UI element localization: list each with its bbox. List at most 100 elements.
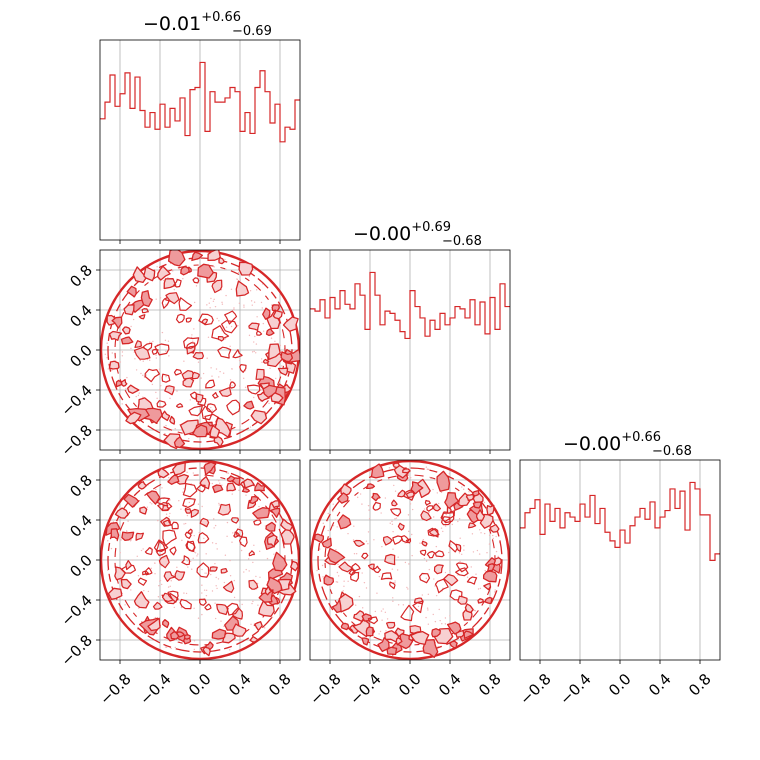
title-median: −0.01 — [143, 13, 201, 35]
sample-point — [156, 397, 158, 400]
contour-island — [185, 317, 192, 323]
contour-island — [125, 411, 142, 425]
row2-col1-x-tick-label: −0.8 — [306, 670, 344, 708]
contour-island — [120, 578, 132, 590]
sample-point — [411, 508, 414, 511]
sample-point — [334, 519, 337, 521]
contour-island — [282, 316, 299, 332]
contour-island — [431, 628, 441, 638]
histogram-bin — [210, 92, 215, 240]
sample-point — [444, 525, 447, 527]
histogram-bin — [150, 113, 155, 240]
contour-island — [133, 346, 151, 360]
contour-island — [115, 379, 123, 388]
sample-point — [215, 368, 218, 370]
sample-point — [233, 579, 236, 582]
sample-point — [239, 544, 241, 547]
contour-island — [226, 482, 237, 492]
sample-point — [479, 587, 482, 590]
histogram-bin — [690, 482, 695, 660]
sample-point — [408, 530, 410, 533]
sample-point — [478, 553, 481, 555]
sample-point — [170, 580, 172, 582]
sample-point — [494, 591, 496, 593]
sample-point — [439, 619, 441, 622]
sample-point — [427, 593, 430, 596]
sample-point — [157, 519, 159, 522]
sample-point — [260, 389, 262, 391]
contour-island — [389, 581, 396, 590]
histogram-bin — [200, 62, 205, 240]
contour-island — [192, 352, 204, 360]
contour-island — [486, 504, 495, 516]
contour-island — [185, 342, 196, 354]
histogram-bin — [500, 284, 505, 450]
histogram-bin — [600, 508, 605, 660]
sample-point — [243, 304, 245, 306]
contour-island — [184, 531, 192, 539]
sample-point — [402, 604, 405, 606]
sample-point — [419, 542, 421, 544]
sample-point — [185, 592, 188, 595]
contour-island — [135, 532, 144, 541]
sample-point — [363, 581, 366, 584]
histogram-bin — [505, 307, 510, 450]
contour-ring — [317, 467, 503, 653]
contour-island — [147, 617, 161, 632]
sample-point — [225, 294, 227, 297]
sample-point — [358, 595, 361, 598]
contour-island — [277, 578, 292, 591]
sample-point — [444, 617, 447, 619]
sample-point — [154, 616, 157, 619]
sample-point — [251, 351, 254, 353]
sample-point — [174, 646, 176, 649]
sample-point — [158, 389, 161, 391]
row2-col0-y-tick-label: 0.0 — [66, 551, 96, 581]
histogram-bin — [665, 511, 670, 660]
row2-col1-x-tick-label: 0.0 — [395, 670, 425, 700]
contour-island — [191, 371, 200, 380]
sample-point — [154, 573, 156, 575]
contour-island — [167, 250, 186, 267]
histogram-step-line — [520, 481, 720, 561]
sample-point — [207, 336, 210, 338]
sample-point — [183, 592, 185, 594]
contour-island — [422, 639, 439, 659]
contour-island — [482, 570, 498, 583]
sample-point — [411, 533, 413, 536]
sample-point — [168, 515, 170, 518]
contour-island — [475, 509, 486, 522]
contour-island — [175, 313, 185, 324]
contour-island — [340, 622, 350, 631]
row2-col0-y-tick-label: 0.8 — [66, 471, 96, 501]
sample-point — [121, 355, 124, 357]
diag-1-title: −0.00+0.69 — [353, 220, 451, 245]
contour-island — [186, 540, 196, 552]
contour-island — [132, 266, 147, 284]
sample-point — [260, 358, 263, 360]
diag-0-title-lower-error: −0.69 — [232, 24, 272, 39]
histogram-bin — [530, 508, 535, 660]
sample-point — [342, 590, 344, 592]
sample-point — [479, 529, 481, 531]
contour-island — [190, 508, 199, 518]
contour-island — [464, 603, 474, 614]
contour-island — [365, 626, 374, 637]
contour-island — [472, 501, 482, 509]
contour-island — [397, 522, 405, 531]
sample-point — [168, 355, 170, 357]
sample-point — [367, 531, 370, 533]
sample-point — [221, 484, 223, 486]
sample-point — [495, 550, 498, 553]
sample-point — [193, 301, 196, 304]
sample-point — [169, 512, 171, 515]
sample-point — [130, 347, 132, 350]
data-layer — [100, 61, 720, 660]
sample-point — [463, 549, 465, 551]
histogram-bin — [125, 73, 130, 240]
sample-point — [106, 342, 108, 344]
sample-point — [488, 534, 491, 537]
sample-point — [130, 539, 132, 541]
contour-ring — [107, 467, 293, 653]
sample-point — [218, 504, 220, 506]
